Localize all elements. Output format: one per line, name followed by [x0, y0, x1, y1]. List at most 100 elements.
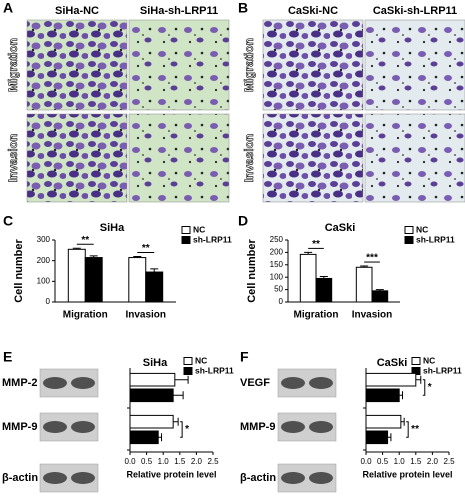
bar [84, 257, 103, 303]
x-axis-label: Relative protein level [362, 469, 452, 479]
x-tick-label: 0.5 [377, 457, 389, 466]
panel-letter: E [3, 349, 12, 365]
error-bar [304, 251, 313, 255]
x-tick-label: 0.0 [124, 457, 136, 466]
bar [365, 430, 389, 445]
blot-band [309, 472, 333, 484]
x-tick-label: 2.0 [191, 457, 203, 466]
bar [129, 372, 176, 387]
y-tick-label: 50 [274, 285, 283, 294]
bar [129, 388, 174, 403]
x-tick-label: Invasion [125, 310, 166, 321]
micrograph-cells [262, 113, 364, 203]
error-bar [72, 247, 81, 250]
legend-swatch [404, 226, 414, 234]
error-bar [360, 265, 369, 268]
bar [355, 266, 373, 303]
chart-title: CaSki [377, 357, 408, 369]
chart-title: CaSki [325, 222, 356, 234]
x-tick-label: Invasion [352, 310, 393, 321]
y-axis-label: Cell number [246, 239, 258, 303]
bar [299, 253, 317, 303]
x-tick-label: 1.0 [394, 457, 406, 466]
significance: ** [81, 235, 89, 246]
row-label: Migration [6, 38, 20, 92]
x-tick-label: 1.5 [174, 457, 186, 466]
significance: * [428, 382, 432, 393]
y-tick-label: 300 [37, 235, 51, 244]
y-axis-label: Cell number [13, 239, 25, 303]
bar [129, 430, 159, 445]
legend-swatch [411, 357, 421, 365]
x-tick-label: 0.0 [360, 457, 372, 466]
column-label: CaSki-sh-LRP11 [373, 5, 457, 17]
panel-letter: C [3, 213, 13, 229]
panel-letter: F [240, 349, 249, 365]
error-bar [400, 417, 405, 426]
bar [371, 290, 389, 303]
panel-letter: D [238, 213, 248, 229]
significance: ** [411, 424, 419, 435]
row-label: Invasion [6, 134, 20, 183]
blot-band [71, 421, 95, 433]
blot-band [309, 377, 333, 389]
bar [365, 388, 400, 403]
bar [67, 248, 86, 303]
legend-swatch [181, 226, 191, 234]
error-bar [173, 417, 179, 426]
column-label: SiHa-NC [55, 5, 99, 17]
legend-label: sh-LRP11 [193, 234, 232, 244]
blot-band [43, 421, 67, 433]
legend-swatch [181, 236, 191, 244]
x-tick-label: 1.5 [410, 457, 422, 466]
blot-band [71, 472, 95, 484]
blot-band [281, 472, 305, 484]
error-bar [89, 255, 98, 258]
legend-label: sh-LRP11 [423, 365, 462, 375]
bar [315, 277, 333, 303]
significance-bracket [406, 421, 409, 438]
error-bar [133, 256, 142, 258]
x-tick-label: 2.5 [207, 457, 219, 466]
bar [128, 257, 147, 303]
error-bar [150, 268, 159, 273]
legend-label: NC [195, 355, 207, 365]
x-tick-label: Migration [63, 310, 108, 321]
blot-label: β-actin [2, 472, 38, 484]
y-tick-label: 100 [270, 272, 284, 281]
legend-label: sh-LRP11 [416, 234, 455, 244]
x-tick-label: Migration [294, 310, 339, 321]
micrograph-cells [26, 19, 128, 111]
legend-label: NC [416, 224, 428, 234]
y-tick-label: 100 [37, 276, 51, 285]
legend-label: sh-LRP11 [195, 365, 234, 375]
y-tick-label: 0 [46, 297, 51, 306]
x-tick-label: 2.0 [427, 457, 439, 466]
blot-label: VEGF [240, 377, 270, 389]
chart-title: SiHa [100, 222, 125, 234]
blot-band [281, 377, 305, 389]
x-tick-label: 1.0 [158, 457, 170, 466]
column-label: SiHa-sh-LRP11 [140, 5, 218, 17]
blot-label: MMP-9 [2, 421, 37, 433]
error-bar [387, 433, 392, 442]
micrograph-cells [26, 113, 128, 203]
error-bar [174, 375, 189, 384]
micrograph-cells [364, 113, 465, 203]
y-tick-label: 0 [279, 297, 284, 306]
error-bar [399, 391, 404, 400]
row-label: Migration [242, 38, 256, 92]
x-tick-label: 2.5 [443, 457, 455, 466]
micrograph-cells [364, 19, 465, 111]
error-bar [173, 391, 184, 400]
y-tick-label: 250 [270, 235, 284, 244]
blot-band [281, 421, 305, 433]
x-axis-label: Relative protein level [126, 469, 216, 479]
legend-label: NC [423, 355, 435, 365]
error-bar [319, 275, 328, 279]
legend-swatch [404, 236, 414, 244]
blot-band [309, 421, 333, 433]
panel-letter: B [238, 0, 248, 16]
micrograph-cells [128, 19, 230, 111]
